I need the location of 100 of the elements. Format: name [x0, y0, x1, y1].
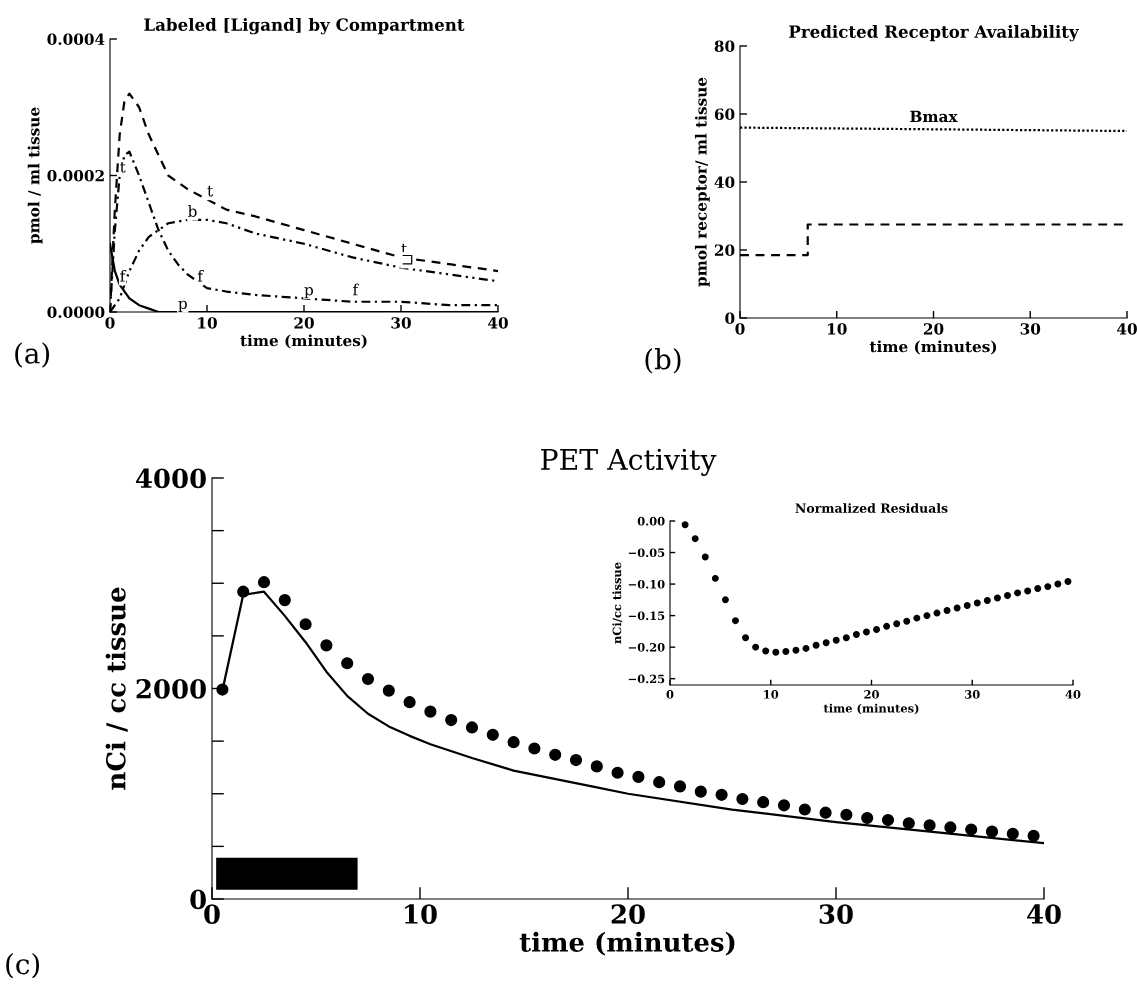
point — [382, 684, 395, 697]
point — [752, 643, 760, 651]
x-tick-label: 10 — [198, 317, 217, 329]
x-axis-title: time (minutes) — [519, 931, 735, 956]
point — [711, 574, 719, 582]
point — [701, 553, 709, 561]
point — [1027, 829, 1040, 842]
point — [944, 821, 957, 834]
x-tick-label: 30 — [819, 904, 853, 924]
point — [569, 753, 583, 767]
point — [973, 599, 981, 607]
text: (c) — [6, 952, 40, 979]
point — [798, 803, 811, 816]
x-tick-label: 30 — [965, 690, 980, 699]
y-axis-title: nCi / cc tissue — [105, 587, 128, 790]
y-tick-label: −0.10 — [628, 579, 665, 589]
point — [486, 728, 499, 741]
annotation: f — [120, 269, 127, 282]
point — [1014, 589, 1022, 597]
point — [943, 607, 951, 615]
point — [237, 585, 250, 598]
point — [792, 646, 800, 654]
point — [736, 792, 749, 806]
x-tick-label: 0 — [105, 317, 115, 329]
point — [694, 785, 707, 798]
annotation: ⊐ — [402, 254, 413, 265]
point — [862, 628, 870, 636]
x-tick-label: 0 — [204, 904, 220, 924]
point — [715, 788, 728, 801]
x-tick-label: 20 — [611, 904, 645, 924]
point — [1064, 578, 1072, 586]
point — [772, 648, 780, 656]
point — [985, 825, 999, 838]
x-tick-label: 10 — [827, 323, 847, 335]
point — [216, 683, 229, 696]
y-tick-label: 60 — [714, 108, 735, 121]
x-tick-label: 40 — [1065, 690, 1081, 699]
point — [983, 597, 991, 604]
point — [341, 657, 354, 670]
point — [257, 576, 271, 589]
annotation: f — [353, 283, 360, 296]
point — [549, 748, 562, 761]
chart-title: PET Activity — [541, 448, 717, 476]
point — [883, 622, 891, 630]
y-tick-label: −0.05 — [628, 548, 665, 558]
annotation: t — [120, 161, 126, 173]
point — [1044, 583, 1052, 591]
point — [732, 617, 739, 625]
point — [721, 596, 729, 604]
point — [507, 736, 520, 749]
x-tick-label: 20 — [294, 317, 314, 329]
point — [757, 796, 770, 809]
y-axis-title: pmol receptor/ ml tissue — [694, 77, 710, 287]
y-tick-label: 0.0000 — [47, 306, 105, 319]
x-tick-label: 20 — [864, 690, 879, 699]
point — [933, 609, 941, 617]
point — [963, 602, 971, 609]
series-label: Bmax — [910, 110, 958, 123]
point — [611, 766, 624, 779]
annotation: f — [197, 269, 204, 282]
point — [681, 521, 689, 529]
chart-title: Labeled [Ligand] by Compartment — [144, 18, 465, 35]
point — [913, 614, 921, 622]
y-axis-title: nCi/cc tissue — [612, 562, 623, 644]
y-tick-label: 0.0004 — [47, 33, 105, 46]
text: (b) — [645, 348, 681, 374]
point — [832, 636, 840, 644]
y-tick-label: 4000 — [135, 468, 206, 489]
point — [893, 620, 901, 628]
point — [802, 644, 810, 652]
point — [742, 634, 750, 642]
y-tick-label: −0.15 — [628, 611, 665, 621]
y-tick-label: 2000 — [136, 679, 206, 699]
y-tick-label: −0.20 — [628, 643, 665, 652]
point — [861, 811, 874, 825]
point — [840, 808, 853, 821]
point — [822, 639, 830, 647]
point — [528, 742, 541, 755]
annotation: t — [207, 185, 214, 197]
x-tick-label: 30 — [1020, 323, 1041, 335]
point — [445, 714, 458, 727]
text: (a) — [15, 342, 50, 368]
point — [590, 760, 603, 773]
point — [320, 639, 333, 652]
point — [873, 626, 881, 633]
annotation: p — [304, 287, 314, 299]
point — [465, 721, 479, 734]
point — [923, 819, 936, 832]
x-tick-label: 40 — [1117, 323, 1137, 335]
chart-title: Normalized Residuals — [795, 503, 948, 513]
point — [1004, 591, 1011, 599]
point — [782, 648, 790, 656]
point — [1006, 827, 1019, 840]
x-tick-label: 0 — [735, 323, 745, 335]
y-tick-label: 0.00 — [637, 516, 665, 526]
point — [1024, 587, 1032, 595]
point — [902, 817, 915, 830]
x-tick-label: 0 — [666, 690, 674, 699]
annotation: b — [188, 205, 197, 217]
point — [777, 799, 791, 812]
